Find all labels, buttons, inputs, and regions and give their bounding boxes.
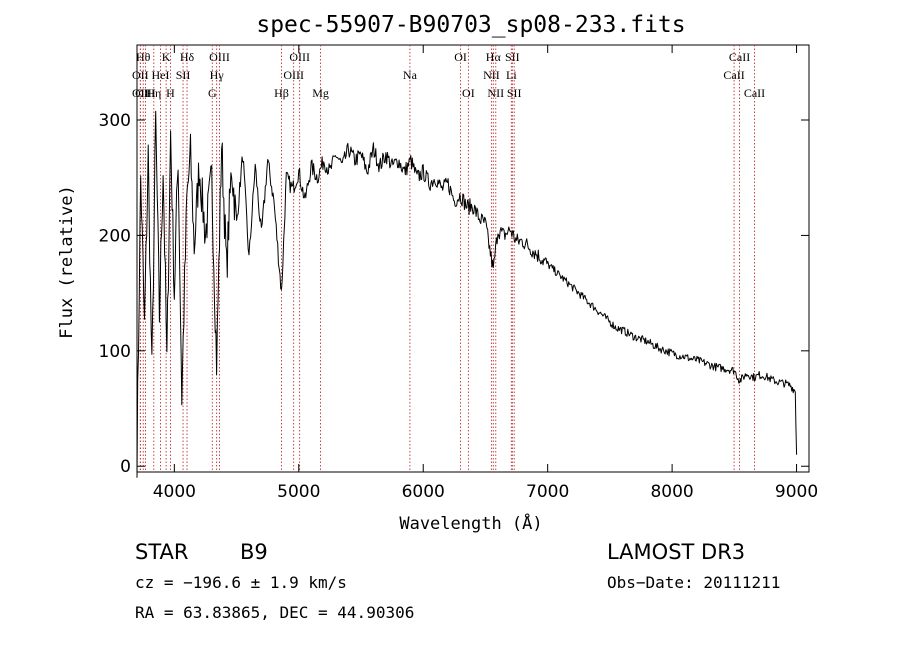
y-axis-label: Flux (relative) xyxy=(57,185,77,339)
x-tick-label: 7000 xyxy=(526,482,569,502)
spectral-line-label: Hδ xyxy=(180,50,195,64)
spectral-line-label: Hα xyxy=(486,50,502,64)
coordinates: RA = 63.83865, DEC = 44.90306 xyxy=(135,603,415,622)
spectral-line-label: SII xyxy=(176,68,191,82)
spectral-line-label: OIII xyxy=(209,50,230,64)
spectral-line-label: Mg xyxy=(312,86,329,100)
spectral-line-label: OII xyxy=(132,68,149,82)
x-tick-label: 4000 xyxy=(153,482,196,502)
spectral-line-label: NII xyxy=(483,68,500,82)
object-subclass: B9 xyxy=(240,540,268,564)
spectral-line-label: CaII xyxy=(744,86,765,100)
spectral-line-label: Li xyxy=(506,68,517,82)
spectral-line-label: Hβ xyxy=(274,86,289,100)
spectral-line-label: NII xyxy=(487,86,504,100)
spectral-line-label: K xyxy=(162,50,171,64)
x-tick-label: 5000 xyxy=(277,482,320,502)
spectral-line-label: H xyxy=(166,86,175,100)
x-axis-label: Wavelength (Å) xyxy=(399,512,542,534)
spectral-line-label: OI xyxy=(454,50,467,64)
spectral-line-label: SII xyxy=(505,50,520,64)
spectral-line-label: CaII xyxy=(729,50,750,64)
spectral-line-label: OI xyxy=(462,86,475,100)
x-tick-label: 6000 xyxy=(402,482,445,502)
plot-frame xyxy=(136,44,810,473)
spectral-line-label: CaII xyxy=(723,68,744,82)
survey-name: LAMOST DR3 xyxy=(607,540,746,564)
flux-series-line xyxy=(136,110,798,478)
spectral-line-label: SII xyxy=(507,86,522,100)
object-class: STAR xyxy=(135,540,189,564)
spectral-line-label: Hγ xyxy=(210,68,225,82)
observation-date: Obs−Date: 20111211 xyxy=(607,573,781,592)
spectral-line-label: Na xyxy=(403,68,418,82)
spectral-line-label: Hη xyxy=(146,86,161,100)
y-tick-label: 200 xyxy=(99,226,131,246)
x-tick-label: 8000 xyxy=(650,482,693,502)
spectral-line-label: Hθ xyxy=(136,50,151,64)
x-tick-label: 9000 xyxy=(775,482,818,502)
redshift-cz: cz = −196.6 ± 1.9 km/s xyxy=(135,573,347,592)
y-tick-label: 100 xyxy=(99,342,131,362)
y-tick-label: 300 xyxy=(99,111,131,131)
spectral-line-label: OIII xyxy=(289,50,310,64)
spectral-line-label: OII xyxy=(132,86,149,100)
spectral-line-label: HeI xyxy=(152,68,170,82)
spectral-line-label: OIII xyxy=(135,86,156,100)
spectral-line-label: G xyxy=(208,86,217,100)
y-tick-label: 0 xyxy=(120,457,131,477)
chart-title: spec-55907-B90703_sp08-233.fits xyxy=(256,12,685,38)
spectral-line-label: OIII xyxy=(283,68,304,82)
